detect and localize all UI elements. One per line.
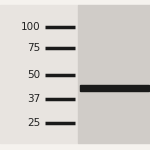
Bar bbox=[78, 4, 150, 142]
Bar bbox=[0, 4, 78, 142]
Text: 100: 100 bbox=[21, 22, 40, 32]
Text: 37: 37 bbox=[27, 94, 40, 104]
Text: 50: 50 bbox=[27, 70, 40, 80]
Bar bbox=[80, 85, 148, 91]
Text: 25: 25 bbox=[27, 118, 40, 128]
Text: 75: 75 bbox=[27, 43, 40, 53]
